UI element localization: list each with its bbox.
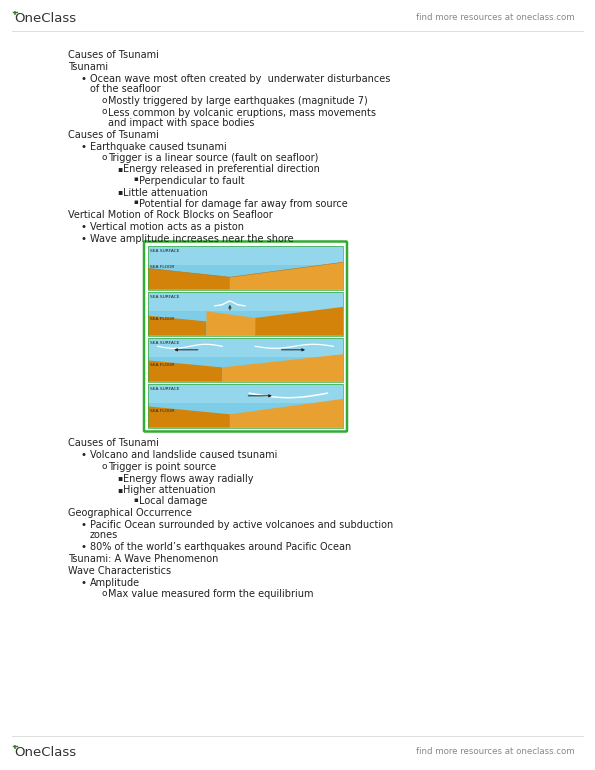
- Polygon shape: [148, 360, 222, 381]
- Text: Amplitude: Amplitude: [90, 578, 140, 588]
- Text: Trigger is point source: Trigger is point source: [108, 462, 216, 472]
- Bar: [148, 246, 343, 290]
- Polygon shape: [255, 307, 343, 336]
- Text: Potential for damage far away from source: Potential for damage far away from sourc…: [139, 199, 347, 209]
- Text: ▪: ▪: [117, 485, 122, 494]
- Bar: [148, 383, 343, 427]
- Text: find more resources at oneclass.com: find more resources at oneclass.com: [416, 14, 575, 22]
- Text: Little attenuation: Little attenuation: [123, 188, 208, 197]
- Text: o: o: [101, 153, 107, 162]
- Text: •: •: [80, 223, 86, 233]
- Bar: [148, 337, 343, 381]
- Bar: [148, 292, 343, 311]
- Text: find more resources at oneclass.com: find more resources at oneclass.com: [416, 748, 575, 756]
- Text: OneClass: OneClass: [14, 745, 76, 758]
- Text: Max value measured form the equilibrium: Max value measured form the equilibrium: [108, 589, 314, 599]
- Text: of the seafloor: of the seafloor: [90, 85, 161, 95]
- Text: ▪: ▪: [133, 199, 138, 205]
- Text: ▪: ▪: [133, 497, 138, 503]
- Text: o: o: [101, 462, 107, 471]
- Text: •: •: [80, 142, 86, 152]
- Text: Pacific Ocean surrounded by active volcanoes and subduction: Pacific Ocean surrounded by active volca…: [90, 520, 393, 530]
- Text: SEA SURFACE: SEA SURFACE: [150, 249, 180, 253]
- Text: Perpendicular to fault: Perpendicular to fault: [139, 176, 245, 186]
- Text: •: •: [80, 234, 86, 244]
- Bar: [148, 383, 343, 427]
- Bar: [148, 383, 343, 403]
- Text: SEA SURFACE: SEA SURFACE: [150, 341, 180, 345]
- Text: Wave Characteristics: Wave Characteristics: [68, 565, 171, 575]
- Bar: [148, 337, 343, 357]
- Polygon shape: [148, 269, 230, 290]
- Text: SEA SURFACE: SEA SURFACE: [150, 387, 180, 391]
- Text: Wave amplitude increases near the shore: Wave amplitude increases near the shore: [90, 234, 293, 244]
- Text: Energy flows away radially: Energy flows away radially: [123, 474, 253, 484]
- Text: Causes of Tsunami: Causes of Tsunami: [68, 438, 159, 448]
- Bar: [148, 292, 343, 336]
- Bar: [148, 337, 343, 381]
- Text: and impact with space bodies: and impact with space bodies: [108, 118, 255, 128]
- Text: SEA FLOOR: SEA FLOOR: [150, 266, 174, 270]
- Text: o: o: [101, 108, 107, 116]
- Bar: [148, 292, 343, 336]
- Text: •: •: [80, 450, 86, 460]
- Text: Vertical Motion of Rock Blocks on Seafloor: Vertical Motion of Rock Blocks on Seaflo…: [68, 210, 273, 220]
- Text: SEA FLOOR: SEA FLOOR: [150, 409, 174, 413]
- Text: ▪: ▪: [117, 188, 122, 196]
- Text: Trigger is a linear source (fault on seafloor): Trigger is a linear source (fault on sea…: [108, 153, 318, 163]
- Text: Tsunami: Tsunami: [68, 62, 108, 72]
- Text: •: •: [80, 520, 86, 530]
- Text: SEA FLOOR: SEA FLOOR: [150, 317, 174, 321]
- Text: ▪: ▪: [117, 474, 122, 483]
- Polygon shape: [148, 316, 206, 336]
- Text: zones: zones: [90, 531, 118, 541]
- Text: Energy released in preferential direction: Energy released in preferential directio…: [123, 165, 320, 175]
- Bar: [148, 246, 343, 290]
- Text: •: •: [80, 542, 86, 552]
- Text: 80% of the world’s earthquakes around Pacific Ocean: 80% of the world’s earthquakes around Pa…: [90, 542, 351, 552]
- Text: Causes of Tsunami: Causes of Tsunami: [68, 129, 159, 139]
- Text: Geographical Occurrence: Geographical Occurrence: [68, 508, 192, 518]
- Text: Tsunami: A Wave Phenomenon: Tsunami: A Wave Phenomenon: [68, 554, 218, 564]
- Text: Local damage: Local damage: [139, 497, 207, 507]
- Text: ▪: ▪: [133, 176, 138, 182]
- Polygon shape: [222, 354, 343, 381]
- Text: o: o: [101, 589, 107, 598]
- Text: Causes of Tsunami: Causes of Tsunami: [68, 50, 159, 60]
- Text: Less common by volcanic eruptions, mass movements: Less common by volcanic eruptions, mass …: [108, 108, 376, 118]
- Bar: [148, 246, 343, 266]
- Polygon shape: [230, 263, 343, 290]
- Polygon shape: [148, 407, 230, 427]
- Text: o: o: [101, 96, 107, 105]
- Polygon shape: [230, 399, 343, 427]
- Polygon shape: [206, 311, 255, 336]
- Text: Vertical motion acts as a piston: Vertical motion acts as a piston: [90, 223, 244, 233]
- Text: Mostly triggered by large earthquakes (magnitude 7): Mostly triggered by large earthquakes (m…: [108, 96, 368, 106]
- Text: •: •: [80, 74, 86, 84]
- Text: Ocean wave most often created by  underwater disturbances: Ocean wave most often created by underwa…: [90, 74, 390, 84]
- Text: ▪: ▪: [117, 165, 122, 173]
- Text: Higher attenuation: Higher attenuation: [123, 485, 215, 495]
- Text: Volcano and landslide caused tsunami: Volcano and landslide caused tsunami: [90, 450, 277, 460]
- Text: SEA SURFACE: SEA SURFACE: [150, 295, 180, 299]
- Text: FAULT: FAULT: [183, 273, 195, 277]
- Text: •: •: [80, 578, 86, 588]
- Text: Earthquake caused tsunami: Earthquake caused tsunami: [90, 142, 227, 152]
- Text: OneClass: OneClass: [14, 12, 76, 25]
- Text: SEA FLOOR: SEA FLOOR: [150, 363, 174, 367]
